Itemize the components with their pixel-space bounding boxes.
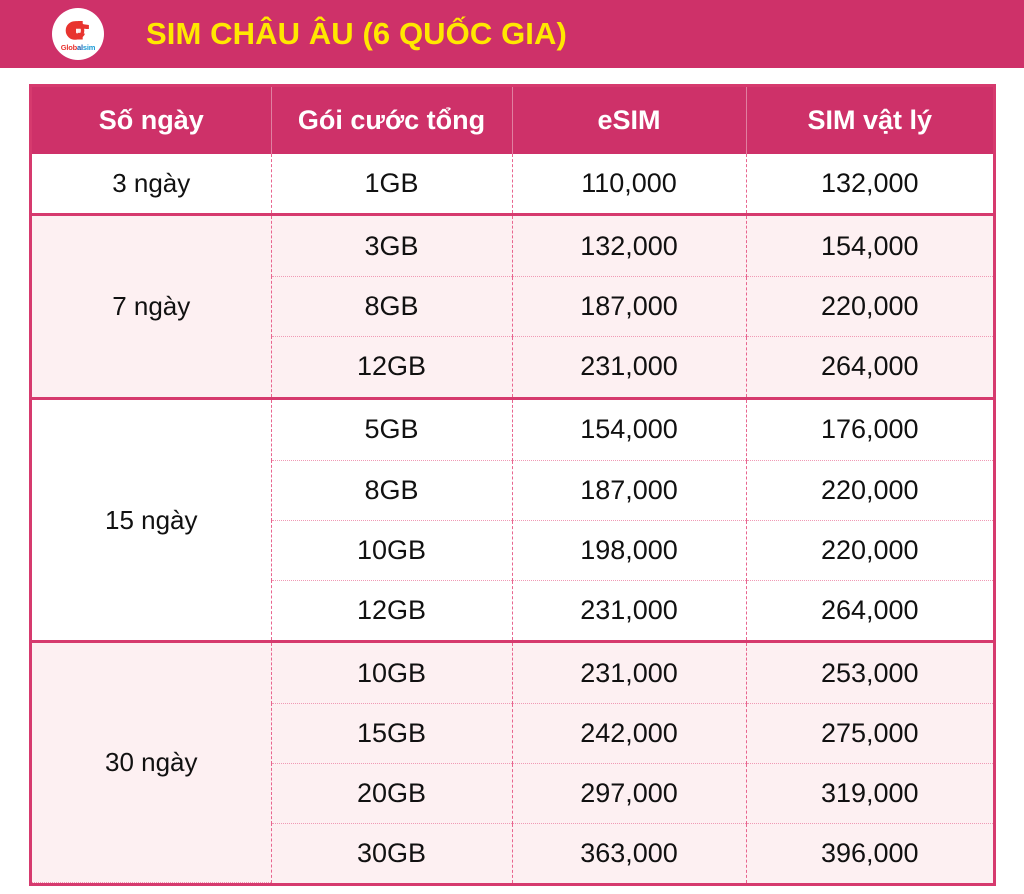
cell-physical-sim: 176,000 (746, 396, 993, 461)
table-row: 7 ngày 3GB 132,000 154,000 (32, 213, 993, 399)
table-header: Số ngày Gói cước tổng eSIM SIM vật lý (32, 87, 993, 154)
logo-wordmark: Globalsim (60, 43, 96, 53)
cell-package: 12GB (271, 336, 513, 399)
cell-esim: 363,000 (512, 823, 747, 883)
cell-esim: 231,000 (512, 336, 747, 399)
cell-days: 7 ngày (32, 213, 272, 399)
page-banner: Globalsim SIM CHÂU ÂU (6 QUỐC GIA) (0, 0, 1024, 68)
cell-esim: 187,000 (512, 276, 747, 338)
table-row: 8GB 187,000 220,000 (32, 276, 993, 338)
cell-esim: 198,000 (512, 520, 747, 581)
cell-package: 3GB (271, 213, 513, 278)
cell-physical-sim: 220,000 (746, 276, 993, 338)
cell-package: 20GB (271, 763, 513, 824)
cell-esim: 132,000 (512, 213, 747, 278)
cell-package: 8GB (271, 460, 513, 521)
table-row: 3 ngày 1GB 110,000 132,000 (32, 154, 993, 216)
cell-package: 10GB (271, 640, 513, 705)
pricing-table: Số ngày Gói cước tổng eSIM SIM vật lý 3 … (32, 87, 993, 883)
column-header-package: Gói cước tổng (271, 87, 513, 154)
pricing-table-container: EU-6 Số ngày Gói cước tổng eSIM SIM vật … (29, 84, 996, 886)
cell-package: 8GB (271, 276, 513, 338)
page-title: SIM CHÂU ÂU (6 QUỐC GIA) (146, 16, 567, 51)
column-header-esim: eSIM (512, 87, 747, 154)
table-row: 15GB 242,000 275,000 (32, 703, 993, 765)
logo-word-part-2: al (77, 43, 83, 53)
cell-esim: 231,000 (512, 580, 747, 643)
cell-physical-sim: 396,000 (746, 823, 993, 883)
cell-physical-sim: 253,000 (746, 640, 993, 705)
cell-package: 30GB (271, 823, 513, 883)
table-row: 15 ngày 5GB 154,000 176,000 (32, 396, 993, 643)
cell-esim: 187,000 (512, 460, 747, 521)
cell-physical-sim: 264,000 (746, 580, 993, 643)
column-header-psim: SIM vật lý (746, 87, 993, 154)
table-body: 3 ngày 1GB 110,000 132,000 7 ngày 3GB 132,000 1… (32, 154, 993, 883)
table-row: 8GB 187,000 220,000 (32, 460, 993, 521)
cell-package: 15GB (271, 703, 513, 765)
global-sim-logo-icon (65, 21, 89, 41)
column-header-days: Số ngày (32, 87, 272, 154)
cell-esim: 231,000 (512, 640, 747, 705)
cell-physical-sim: 132,000 (746, 154, 993, 216)
logo-word-part-1: Glob (60, 43, 78, 53)
table-row: 30GB 363,000 396,000 (32, 823, 993, 883)
cell-package: 5GB (271, 396, 513, 461)
cell-days: 30 ngày (32, 640, 272, 883)
cell-physical-sim: 154,000 (746, 213, 993, 278)
cell-physical-sim: 220,000 (746, 520, 993, 581)
table-row: 30 ngày 10GB 231,000 253,000 (32, 640, 993, 883)
cell-physical-sim: 319,000 (746, 763, 993, 824)
cell-physical-sim: 220,000 (746, 460, 993, 521)
table-row: 10GB 198,000 220,000 (32, 520, 993, 581)
cell-package: 12GB (271, 580, 513, 643)
cell-package: 10GB (271, 520, 513, 581)
cell-esim: 110,000 (512, 154, 747, 216)
cell-esim: 154,000 (512, 396, 747, 461)
table-header-row: Số ngày Gói cước tổng eSIM SIM vật lý (32, 87, 993, 154)
cell-package: 1GB (271, 154, 513, 216)
cell-days: 3 ngày (32, 154, 272, 216)
cell-physical-sim: 264,000 (746, 336, 993, 399)
table-row: 20GB 297,000 319,000 (32, 763, 993, 824)
cell-days: 15 ngày (32, 396, 272, 643)
cell-physical-sim: 275,000 (746, 703, 993, 765)
global-sim-logo: Globalsim (52, 8, 104, 60)
logo-word-part-3: sim (82, 43, 96, 53)
cell-esim: 297,000 (512, 763, 747, 824)
cell-esim: 242,000 (512, 703, 747, 765)
